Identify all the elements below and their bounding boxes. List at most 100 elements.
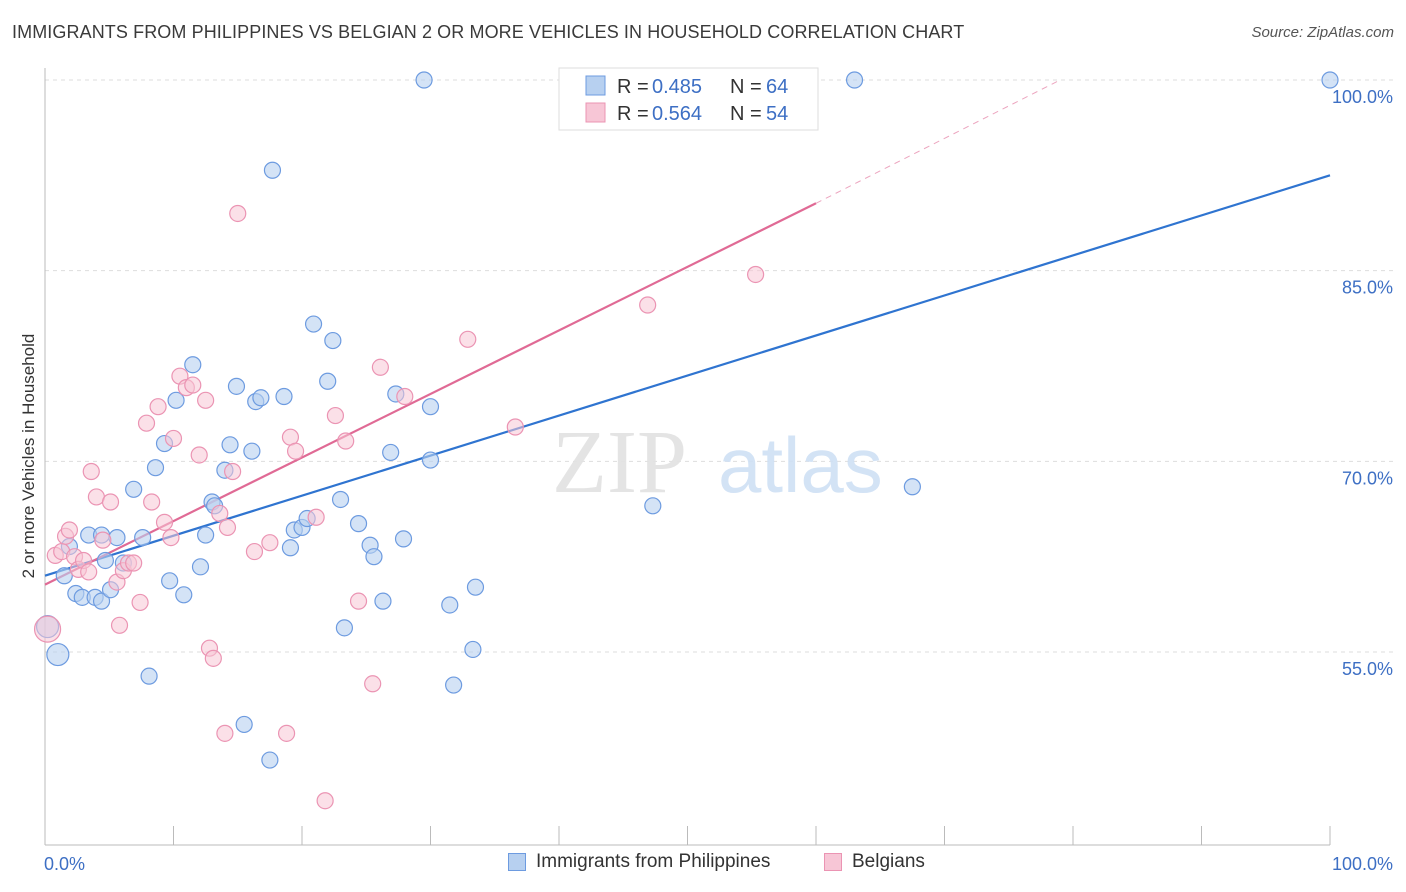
data-point-immigrants (335, 619, 354, 637)
data-point-immigrants (175, 586, 193, 604)
data-point-immigrants (331, 490, 350, 509)
legend-n-label-1: N = (730, 76, 762, 98)
data-point-belgians (33, 615, 62, 643)
data-point-belgians (60, 521, 79, 539)
data-point-immigrants (191, 558, 210, 576)
data-point-belgians (371, 358, 389, 376)
legend-r-label-1: R = (617, 76, 649, 98)
bottom-legend-item-immigrants: Immigrants from Philippines (508, 851, 770, 873)
data-point-belgians (218, 518, 237, 537)
data-point-belgians (162, 528, 180, 547)
legend-r-value-1: 0.485 (652, 76, 702, 98)
legend-swatch-blue (585, 75, 606, 96)
data-point-belgians (80, 563, 98, 581)
trend-line-belgians (44, 202, 817, 586)
y-axis-label: 2 or more Vehicles in Household (19, 334, 38, 579)
data-point-immigrants (281, 539, 300, 557)
data-point-immigrants (243, 442, 261, 460)
data-point-immigrants (108, 528, 126, 547)
x-tick-labels: 0.0% 100.0% (44, 854, 1393, 874)
data-point-belgians (229, 204, 247, 223)
data-point-belgians (277, 724, 296, 742)
data-point-belgians (137, 414, 156, 432)
chart-title: IMMIGRANTS FROM PHILIPPINES VS BELGIAN 2… (12, 22, 965, 42)
data-point-immigrants (644, 497, 662, 515)
watermark-atlas: atlas (718, 421, 883, 509)
data-point-belgians (747, 265, 765, 284)
data-point-immigrants (374, 592, 392, 610)
data-point-immigrants (441, 596, 459, 614)
data-point-belgians (204, 649, 222, 667)
data-point-belgians (245, 542, 264, 561)
data-point-immigrants (197, 526, 215, 544)
x-tick-label-min: 0.0% (44, 854, 85, 874)
data-point-immigrants (140, 667, 158, 685)
data-point-immigrants (92, 592, 111, 610)
legend-box: R = 0.485 N = 64 R = 0.564 N = 54 (558, 67, 819, 131)
data-point-immigrants (55, 567, 73, 585)
data-point-immigrants (466, 578, 485, 596)
series-belgians-points (33, 204, 765, 810)
data-point-belgians (197, 391, 215, 409)
data-point-immigrants (125, 480, 143, 498)
data-point-belgians (184, 376, 202, 394)
data-point-belgians (82, 462, 100, 481)
legend-n-value-1: 64 (766, 76, 788, 98)
watermark: ZIP atlas (552, 413, 883, 512)
data-point-immigrants (184, 356, 202, 374)
trend-line-belgians-extension (815, 79, 1061, 204)
source-label: Source: ZipAtlas.com (1251, 24, 1394, 41)
watermark-zip: ZIP (552, 413, 687, 512)
data-point-immigrants (221, 436, 239, 454)
data-point-immigrants (261, 751, 279, 769)
data-point-belgians (155, 513, 174, 531)
data-point-immigrants (464, 640, 482, 659)
data-point-belgians (94, 531, 112, 549)
data-point-belgians (349, 592, 368, 610)
data-point-immigrants (96, 551, 114, 570)
data-point-immigrants (903, 478, 921, 496)
y-tick-label: 55.0% (1342, 659, 1393, 679)
legend-r-label-2: R = (617, 103, 649, 125)
bottom-legend-label-belgians: Belgians (852, 851, 925, 872)
data-point-belgians (639, 296, 657, 314)
data-point-belgians (211, 504, 229, 523)
bottom-legend: Immigrants from Philippines Belgians (0, 851, 1406, 879)
data-point-immigrants (275, 387, 293, 406)
data-point-immigrants (263, 161, 282, 179)
trend-lines (44, 79, 1331, 586)
data-point-immigrants (304, 315, 323, 333)
data-point-belgians (316, 792, 334, 810)
data-point-belgians (101, 493, 120, 511)
bottom-legend-swatch-pink (824, 853, 842, 871)
data-point-belgians (110, 616, 129, 634)
data-point-immigrants (46, 642, 70, 667)
data-point-belgians (125, 554, 143, 572)
y-tick-labels: 55.0% 70.0% 85.0% 100.0% (1332, 87, 1393, 679)
data-point-belgians (131, 593, 149, 612)
data-point-belgians (190, 446, 208, 464)
data-point-immigrants (421, 451, 440, 469)
data-point-immigrants (319, 372, 337, 390)
data-point-immigrants (161, 572, 179, 590)
data-point-immigrants (324, 331, 342, 350)
data-point-immigrants (167, 391, 185, 409)
data-point-immigrants (845, 71, 864, 89)
data-point-immigrants (421, 398, 440, 416)
axes (44, 68, 1331, 846)
data-point-immigrants (382, 443, 400, 462)
data-point-immigrants (134, 528, 152, 547)
series-immigrants-points (35, 71, 1339, 769)
data-point-belgians (286, 442, 305, 460)
x-tick-label-max: 100.0% (1332, 854, 1393, 874)
data-point-belgians (396, 387, 414, 406)
data-point-belgians (149, 398, 167, 416)
y-tick-label: 70.0% (1342, 468, 1393, 488)
data-point-immigrants (1321, 71, 1339, 89)
legend-swatch-pink (585, 102, 606, 123)
data-point-immigrants (415, 71, 433, 89)
data-point-belgians (506, 418, 524, 436)
data-point-belgians (326, 406, 345, 425)
data-point-belgians (364, 675, 382, 693)
